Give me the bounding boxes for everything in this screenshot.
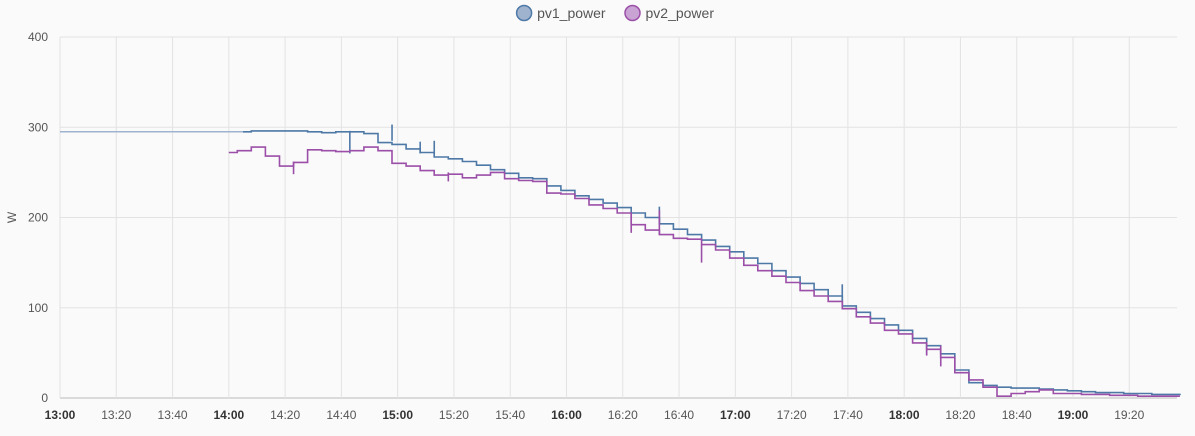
x-tick-label: 15:00 — [382, 408, 413, 422]
legend-item-pv1_power[interactable]: pv1_power — [515, 4, 606, 22]
x-tick-label: 18:40 — [1002, 408, 1032, 422]
series-layer — [60, 124, 1181, 397]
x-tick-label: 16:40 — [664, 408, 694, 422]
legend-label-pv2_power[interactable]: pv2_power — [646, 5, 715, 21]
x-tick-label: 14:40 — [326, 408, 356, 422]
x-tick-label: 18:00 — [889, 408, 920, 422]
pv2_power-line — [228, 146, 1180, 397]
x-tick-label: 17:00 — [720, 408, 751, 422]
legend-swatch-pv2_power[interactable] — [624, 4, 641, 22]
x-tick-label: 16:20 — [608, 408, 638, 422]
legend-label-pv1_power[interactable]: pv1_power — [537, 5, 606, 21]
grid-layer — [59, 36, 1177, 399]
y-tick-label: 200 — [28, 211, 48, 225]
x-tick-label: 17:40 — [833, 408, 863, 422]
y-axis-label: W — [5, 211, 19, 223]
x-tick-label: 17:20 — [777, 408, 807, 422]
x-tick-label: 13:20 — [101, 408, 131, 422]
x-tick-label: 15:40 — [495, 408, 525, 422]
legend-item-pv2_power[interactable]: pv2_power — [624, 4, 715, 22]
x-tick-label: 18:20 — [945, 408, 975, 422]
legend-swatch-pv1_power[interactable] — [515, 4, 533, 22]
y-tick-label: 100 — [28, 301, 48, 315]
x-tick-label: 13:00 — [45, 408, 76, 422]
x-tick-label: 19:00 — [1058, 408, 1089, 422]
x-tick-label: 19:20 — [1114, 408, 1144, 422]
x-tick-label: 14:00 — [213, 408, 244, 422]
x-tick-label: 13:40 — [158, 408, 188, 422]
x-tick-label: 16:00 — [551, 408, 582, 422]
x-tick-label: 14:20 — [270, 408, 300, 422]
y-tick-label: 400 — [28, 30, 48, 44]
axis-layer: 0 100 200 300 400 13:00 13:20 13:40 14:00 14:20 14… — [5, 30, 1145, 422]
legend[interactable]: pv1_power pv2_power — [515, 4, 715, 22]
pv1_power-line — [242, 130, 1181, 396]
y-tick-label: 0 — [41, 391, 48, 405]
x-tick-label: 15:20 — [439, 408, 469, 422]
y-tick-label: 300 — [28, 120, 48, 134]
